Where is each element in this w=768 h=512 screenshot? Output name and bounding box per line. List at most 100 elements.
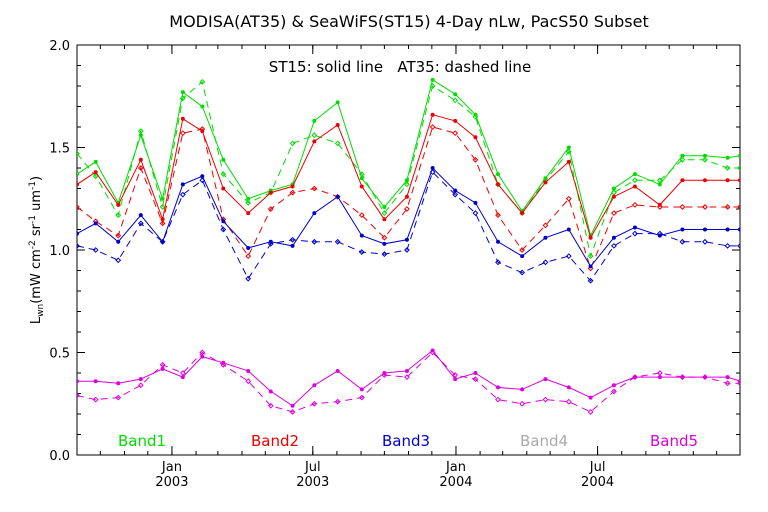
data-point-band5-dashed — [542, 396, 549, 403]
data-point-band3-solid — [611, 235, 616, 240]
data-point-band5-solid — [246, 368, 251, 373]
data-point-band5-solid — [77, 379, 79, 384]
y-tick-label: 0.0 — [49, 449, 70, 464]
data-point-band2-solid — [725, 178, 730, 183]
data-point-band5-dashed — [632, 374, 638, 381]
data-point-band2-dashed — [565, 195, 572, 202]
data-point-band5-dashed — [92, 396, 99, 403]
data-point-band2-dashed — [656, 204, 663, 210]
data-point-band1-solid — [566, 145, 571, 150]
data-point-band3-dashed — [199, 177, 206, 184]
data-point-band3-solid — [180, 182, 185, 187]
data-point-band3-solid — [221, 219, 226, 224]
data-point-band3-solid — [404, 237, 409, 242]
x-tick-label-month: Jul — [304, 460, 321, 475]
data-point-band3-dashed — [429, 169, 436, 176]
data-point-band2-solid — [93, 170, 98, 175]
data-point-band3-dashed — [289, 236, 296, 243]
data-point-band2-solid — [680, 178, 685, 183]
data-point-band3-solid — [200, 174, 205, 179]
data-point-band1-solid — [453, 92, 458, 97]
data-point-band3-dashed — [632, 230, 638, 237]
data-point-band3-solid — [702, 227, 707, 232]
data-point-band1-solid — [611, 186, 616, 191]
y-label-units-3: -1 — [28, 215, 38, 224]
data-point-band1-solid — [680, 153, 685, 158]
data-point-band1-dashed — [702, 156, 708, 163]
data-point-band2-dashed — [632, 201, 638, 208]
legend: Band1 Band2 Band3 Band4 Band5 — [118, 432, 698, 450]
data-point-band2-solid — [543, 180, 548, 185]
data-point-band5-dashed — [199, 349, 206, 356]
data-point-band5-solid — [520, 387, 525, 392]
data-point-band5-solid — [268, 389, 273, 394]
data-point-band5-dashed — [429, 349, 436, 356]
data-point-band3-dashed — [311, 238, 318, 245]
data-point-band1-dashed — [429, 83, 436, 89]
data-point-band1-solid — [359, 176, 364, 181]
data-point-band1-dashed — [724, 165, 731, 171]
data-point-band2-dashed — [452, 130, 459, 137]
data-point-band2-dashed — [702, 204, 708, 210]
data-point-band2-dashed — [199, 126, 206, 132]
y-tick-label: 0.5 — [49, 347, 70, 362]
data-point-band1-solid — [312, 118, 317, 123]
y-tick-label: 1.5 — [49, 142, 70, 157]
data-point-band3-dashed — [220, 226, 227, 233]
data-point-band5-solid — [312, 383, 317, 388]
data-point-band2-solid — [566, 159, 571, 164]
legend-label-band2: Band2 — [251, 432, 299, 450]
data-point-band2-solid — [632, 184, 637, 189]
y-label-units-4: um — [29, 190, 44, 215]
data-point-band3-solid — [138, 213, 143, 218]
x-tick-label-year: 2004 — [439, 475, 472, 490]
data-point-band5-solid — [473, 371, 478, 375]
data-point-band3-dashed — [495, 259, 501, 266]
data-point-band1-dashed — [137, 128, 144, 135]
y-label-units-0: (mW cm — [29, 249, 44, 304]
data-point-band3-solid — [725, 227, 730, 232]
data-point-band2-dashed — [289, 189, 296, 196]
data-point-band5-dashed — [656, 370, 663, 376]
data-point-band2-dashed — [611, 210, 617, 217]
legend-label-band5: Band5 — [650, 432, 698, 450]
y-label-sub: wn — [36, 304, 46, 317]
data-point-band2-dashed — [429, 124, 436, 130]
data-point-band1-dashed — [587, 253, 594, 260]
data-point-band1-dashed — [179, 95, 186, 102]
data-point-band1-dashed — [452, 97, 459, 104]
data-point-band1-dashed — [656, 177, 663, 184]
data-point-band5-solid — [359, 387, 364, 392]
data-point-band1-dashed — [679, 156, 686, 163]
data-point-band3-solid — [473, 200, 478, 205]
data-point-band5-dashed — [452, 372, 459, 378]
data-point-band1-solid — [200, 104, 205, 109]
data-point-band3-solid — [312, 211, 317, 216]
data-point-band1-dashed — [199, 78, 206, 85]
data-point-band1-dashed — [245, 199, 252, 206]
data-point-band3-dashed — [724, 242, 731, 249]
data-point-band5-dashed — [289, 409, 296, 415]
data-point-band5-solid — [543, 377, 548, 382]
data-point-band5-dashed — [702, 374, 708, 381]
data-point-band3-dashed — [542, 259, 549, 266]
data-point-band1-dashed — [289, 140, 296, 147]
data-point-band2-solid — [77, 182, 79, 187]
x-tick-label-month: Jan — [445, 460, 466, 475]
data-point-band2-dashed — [519, 247, 526, 253]
x-tick-label-month: Jan — [161, 460, 182, 475]
data-point-band3-dashed — [611, 242, 617, 249]
y-axis: 0.0 0.5 1.0 1.5 2.0 — [49, 39, 740, 464]
series-line-band1-solid — [77, 79, 740, 238]
data-point-band3-solid — [246, 245, 251, 250]
data-point-band3-dashed — [452, 191, 459, 198]
data-point-band2-solid — [359, 184, 364, 189]
data-point-band2-dashed — [381, 234, 388, 241]
data-point-band3-solid — [543, 235, 548, 240]
data-point-band5-dashed — [334, 398, 341, 405]
data-point-band2-solid — [312, 139, 317, 144]
data-point-band3-solid — [453, 188, 458, 193]
data-point-band2-solid — [520, 211, 525, 216]
data-point-band3-solid — [335, 194, 340, 199]
